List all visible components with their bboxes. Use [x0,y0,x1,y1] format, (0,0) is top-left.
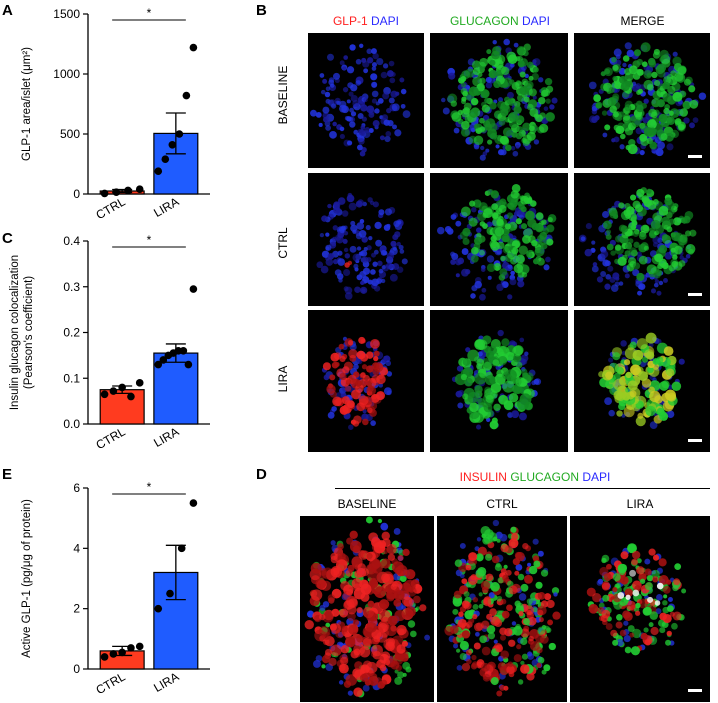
x-tick-label: LIRA [151,424,181,449]
micrograph-ctrl-merge [574,173,710,306]
panel-b-row-ctrl: CTRL [276,227,290,259]
data-point [166,589,174,598]
y-tick-label: 1000 [53,67,80,81]
data-point [161,155,170,163]
panel-b-header-col2: GLUCAGON DAPI [430,14,570,28]
panel-label-c: C [2,230,13,247]
scale-bar [688,155,702,158]
panel-label-a: A [2,2,13,19]
micrograph-ctrl-glucagon-dapi [430,173,568,306]
y-tick-label: 0.3 [63,280,80,294]
glucagon-label: GLUCAGON [449,14,519,28]
panel-d-header-rule [335,488,710,489]
panel-b-header-col3: MERGE [620,14,665,28]
y-axis-label: GLP-1 area/islet (μm²) [21,47,33,161]
x-tick-label: LIRA [151,194,181,219]
data-point [109,650,118,658]
data-point [177,544,186,553]
x-tick-label: CTRL [94,669,128,697]
x-tick-label: CTRL [94,194,128,222]
insulin-label: INSULIN [459,470,507,484]
scale-bar [688,439,702,442]
glucagon-label: GLUCAGON [510,470,579,484]
dapi-label: DAPI [371,14,400,28]
data-point [182,91,191,100]
panel-d-col-lira: LIRA [626,497,654,511]
y-axis-label: Insulin glucagon colocalization [9,255,21,410]
panel-label-b: B [256,2,267,19]
glp1-label: GLP-1 [332,14,368,28]
panel-d-col-ctrl: CTRL [486,497,518,511]
y-tick-label: 2 [73,602,80,616]
y-tick-label: 0.1 [63,371,80,385]
micrograph-d-lira [570,516,710,702]
chart-e-active-glp1: 0 2 4 6 CTRL LIRA * Active GLP-1 (pg/μg of prot… [21,480,210,697]
micrograph-d-baseline [300,516,434,702]
data-point [168,141,177,149]
data-point [189,43,198,52]
panel-b-row-baseline: BASELINE [276,65,290,125]
micrograph-lira-merge [574,310,710,452]
panel-label-e: E [2,466,13,483]
panel-label-d: D [256,466,267,483]
data-point [109,387,118,395]
data-point [175,130,184,138]
micrograph-lira-glp1-dapi [308,310,424,452]
data-point [179,347,188,355]
data-point [189,285,198,293]
chart-a-glp1-area: 0 500 1000 1500 CTRL LIRA * GLP-1 area/islet (μ… [21,6,210,222]
micrograph-ctrl-glp1-dapi [308,173,424,306]
panel-b-row-lira: LIRA [276,365,290,393]
data-point [154,604,163,613]
panel-d-header: INSULIN GLUCAGON DAPI [420,470,650,484]
data-point [189,499,198,507]
x-tick-label: LIRA [151,669,181,694]
data-point [154,167,163,175]
data-point [127,392,135,401]
data-point [135,379,144,387]
y-tick-label: 0.2 [63,326,80,340]
y-tick-label: 4 [73,541,80,555]
data-point [127,644,135,652]
y-axis-label: Active GLP-1 (pg/μg of protein) [21,499,33,658]
dapi-label: DAPI [582,470,611,484]
micrograph-lira-glucagon-dapi [430,310,568,452]
y-tick-label: 0.0 [63,417,80,431]
data-point [159,356,168,364]
data-point [135,642,144,651]
data-point [124,186,132,195]
y-tick-label: 0.4 [63,234,80,248]
data-point [100,189,109,198]
significance-star: * [147,233,152,247]
data-point [135,185,144,193]
x-tick-label: CTRL [94,424,128,452]
significance-star: * [147,6,152,20]
data-point [154,360,163,369]
micrograph-baseline-glp1-dapi [308,33,424,168]
micrograph-baseline-merge [574,33,710,168]
y-axis-label-line2: (Pearson's coefficient) [23,276,35,389]
significance-star: * [147,480,152,494]
data-point [118,648,126,657]
micrograph-baseline-glucagon-dapi [430,33,568,168]
chart-c-colocalization: 0.0 0.1 0.2 0.3 0.4 CTRL LIRA * Insulin glucagon… [9,233,210,452]
panel-d-col-baseline: BASELINE [337,497,397,511]
micrograph-d-ctrl [437,516,567,702]
y-tick-label: 0 [73,187,80,201]
data-point [118,383,126,392]
panel-b-header-col1: GLP-1 DAPI [310,14,422,28]
data-point [184,360,193,369]
y-tick-label: 1500 [53,7,80,21]
dapi-label: DAPI [522,14,551,28]
scale-bar [688,689,702,692]
data-point [100,390,109,399]
scale-bar [688,293,702,296]
y-tick-label: 6 [73,481,80,495]
data-point [112,188,121,196]
data-point [100,653,109,661]
y-tick-label: 0 [73,662,80,676]
y-tick-label: 500 [60,127,80,141]
